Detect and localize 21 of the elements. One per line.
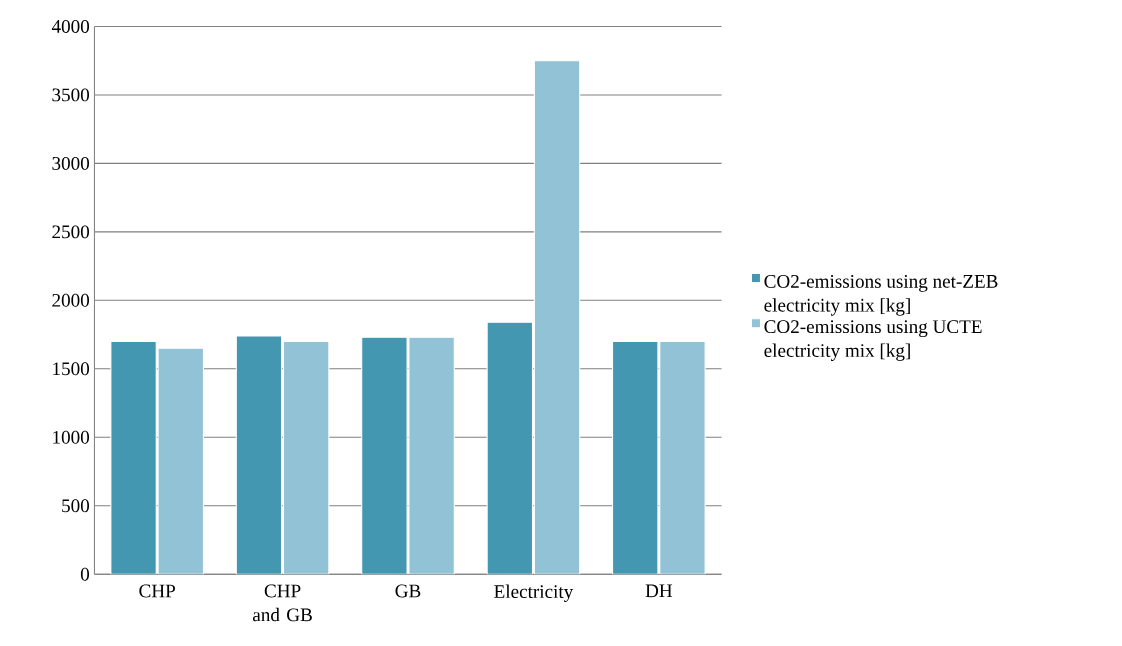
x-tick-label: GB <box>395 584 421 598</box>
bar <box>486 321 534 575</box>
legend-label: CO2-emissions using UCTE electricity mix [kg] <box>764 320 982 361</box>
y-tick-label: 2500 <box>52 225 90 239</box>
y-tick-label: 0 <box>80 567 90 581</box>
x-tick-label: DH <box>645 584 673 598</box>
bar <box>235 335 283 575</box>
y-tick-label: 500 <box>62 499 90 513</box>
bar <box>110 340 157 575</box>
x-tick-label: CHP and GB <box>252 584 312 622</box>
y-tick-label: 3500 <box>52 88 90 102</box>
bar <box>361 336 408 575</box>
x-tick-label: CHP <box>139 584 175 598</box>
legend-label: CO2-emissions using net-ZEB electricity mix [kg] <box>764 274 998 316</box>
y-tick-label: 3000 <box>52 156 90 170</box>
y-tick-label: 1500 <box>53 362 90 376</box>
x-tick-label: Electricity <box>494 584 574 602</box>
y-tick-label: 2000 <box>52 293 90 307</box>
y-tick-label: 4000 <box>51 19 90 33</box>
y-tick-label: 1000 <box>53 430 90 444</box>
bar <box>612 340 659 575</box>
